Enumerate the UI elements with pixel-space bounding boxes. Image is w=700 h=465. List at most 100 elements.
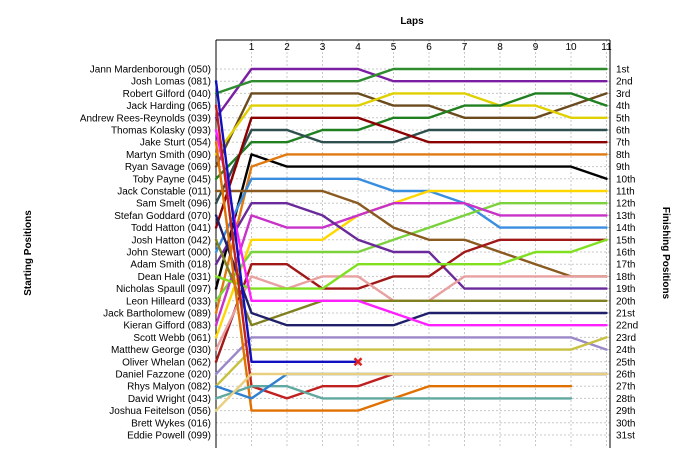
finishing-position-label: 2nd	[616, 77, 633, 88]
starting-position-label: Jack Bartholomew (089)	[103, 309, 211, 320]
finishing-position-label: 27th	[616, 382, 635, 393]
starting-position-label: Andrew Rees-Reynolds (039)	[80, 113, 211, 124]
series-line-7	[214, 116, 608, 229]
series-line-20	[214, 214, 608, 327]
finishing-position-label: 5th	[616, 113, 630, 124]
lap-tick-label: 8	[497, 42, 503, 53]
lap-tick-label: 2	[284, 42, 290, 53]
starting-position-label: Rhys Malyon (082)	[127, 382, 211, 393]
left-axis-title: Starting Positions	[23, 210, 34, 296]
finishing-position-label: 23rd	[616, 333, 636, 344]
starting-position-label: Josh Lomas (081)	[131, 77, 211, 88]
finishing-position-label: 14th	[616, 223, 635, 234]
finishing-position-label: 18th	[616, 272, 635, 283]
starting-position-label: Scott Webb (061)	[133, 333, 211, 344]
starting-position-label: Robert Gilford (040)	[123, 89, 211, 100]
series-group	[214, 67, 608, 412]
series-line-4	[214, 92, 608, 156]
starting-position-label: Matthew George (030)	[111, 345, 211, 356]
finishing-position-label: 10th	[616, 174, 635, 185]
series-line-18	[214, 238, 608, 290]
finishing-position-label: 21st	[616, 309, 635, 320]
series-line-10	[214, 177, 608, 254]
starting-position-label: Todd Hatton (041)	[131, 223, 211, 234]
series-line-14	[214, 202, 608, 290]
series-line-3	[214, 92, 608, 168]
starting-position-label: Nicholas Spaull (097)	[116, 284, 211, 295]
finishing-position-label: 28th	[616, 394, 635, 405]
finishing-position-label: 17th	[616, 260, 635, 271]
starting-position-label: Adam Smith (018)	[130, 260, 211, 271]
lap-tick-label: 3	[320, 42, 326, 53]
series-line-1	[214, 67, 608, 95]
starting-position-label: David Wright (043)	[128, 394, 211, 405]
series-line-24	[214, 80, 360, 363]
series-line-13	[214, 202, 608, 327]
finishing-position-label: 20th	[616, 296, 635, 307]
series-line-8	[214, 153, 608, 290]
starting-position-label: Leon Hilleard (033)	[126, 296, 211, 307]
lap-tick-label: 4	[355, 42, 361, 53]
finishing-position-label: 1st	[616, 65, 630, 76]
lap-tick-label: 7	[462, 42, 468, 53]
starting-position-label: Dean Hale (031)	[138, 272, 211, 283]
starting-position-label: Jann Mardenborough (050)	[90, 65, 211, 76]
finishing-position-label: 30th	[616, 418, 635, 429]
lap-tick-label: 6	[426, 42, 432, 53]
series-line-23	[214, 336, 608, 388]
finishing-position-label: 29th	[616, 406, 635, 417]
series-line-9	[214, 153, 608, 315]
series-line-19	[214, 238, 608, 327]
series-line-5	[214, 92, 608, 180]
retired-marker-stroke-b-0	[353, 357, 363, 367]
starting-position-label: Eddie Powell (099)	[127, 431, 211, 442]
finishing-position-label: 25th	[616, 357, 635, 368]
starting-position-label: Ryan Savage (069)	[125, 162, 211, 173]
starting-position-label: Brett Wykes (016)	[131, 418, 211, 429]
starting-position-label: Sam Smelt (096)	[136, 199, 211, 210]
starting-position-label: Jack Harding (065)	[127, 101, 211, 112]
starting-position-label: Josh Hatton (042)	[132, 235, 212, 246]
finishing-position-label: 15th	[616, 235, 635, 246]
finishing-position-label: 19th	[616, 284, 635, 295]
finishing-position-label: 24th	[616, 345, 635, 356]
finishing-position-label: 22nd	[616, 321, 638, 332]
starting-position-label: John Stewart (000)	[127, 248, 212, 259]
starting-position-label: Thomas Kolasky (093)	[111, 126, 211, 137]
finishing-position-label: 3rd	[616, 89, 630, 100]
finishing-position-label: 9th	[616, 162, 630, 173]
finishing-position-label: 7th	[616, 138, 630, 149]
lap-tick-label: 5	[391, 42, 397, 53]
series-line-16	[214, 238, 608, 363]
lap-tick-label: 1	[249, 42, 255, 53]
finishing-position-label: 13th	[616, 211, 635, 222]
starting-position-label: Martyn Smith (090)	[126, 150, 211, 161]
starting-position-label: Oliver Whelan (062)	[122, 357, 211, 368]
starting-position-label: Kieran Gifford (083)	[123, 321, 211, 332]
series-line-15	[214, 189, 608, 278]
series-line-0	[214, 67, 608, 119]
lap-tick-label: 9	[533, 42, 539, 53]
finishing-position-label: 4th	[616, 101, 630, 112]
series-line-21	[214, 128, 608, 327]
starting-position-label: Stefan Goddard (070)	[114, 211, 211, 222]
starting-position-label: Daniel Fazzone (020)	[115, 370, 211, 381]
series-line-22	[214, 336, 608, 376]
finishing-position-label: 8th	[616, 150, 630, 161]
series-line-11	[214, 189, 608, 339]
finishing-position-label: 6th	[616, 126, 630, 137]
starting-position-label: Jake Sturt (054)	[140, 138, 211, 149]
right-axis-title: Finishing Positions	[660, 207, 671, 300]
finishing-position-label: 16th	[616, 248, 635, 259]
finishing-position-label: 26th	[616, 370, 635, 381]
series-line-27	[214, 385, 573, 400]
starting-position-label: Toby Payne (045)	[133, 174, 211, 185]
starting-position-label: Jack Constable (011)	[117, 187, 211, 198]
lap-tick-label: 11	[601, 42, 612, 53]
series-line-29	[214, 372, 608, 412]
starting-position-label: Joshua Feitelson (056)	[109, 406, 211, 417]
lap-tick-label: 10	[565, 42, 577, 53]
